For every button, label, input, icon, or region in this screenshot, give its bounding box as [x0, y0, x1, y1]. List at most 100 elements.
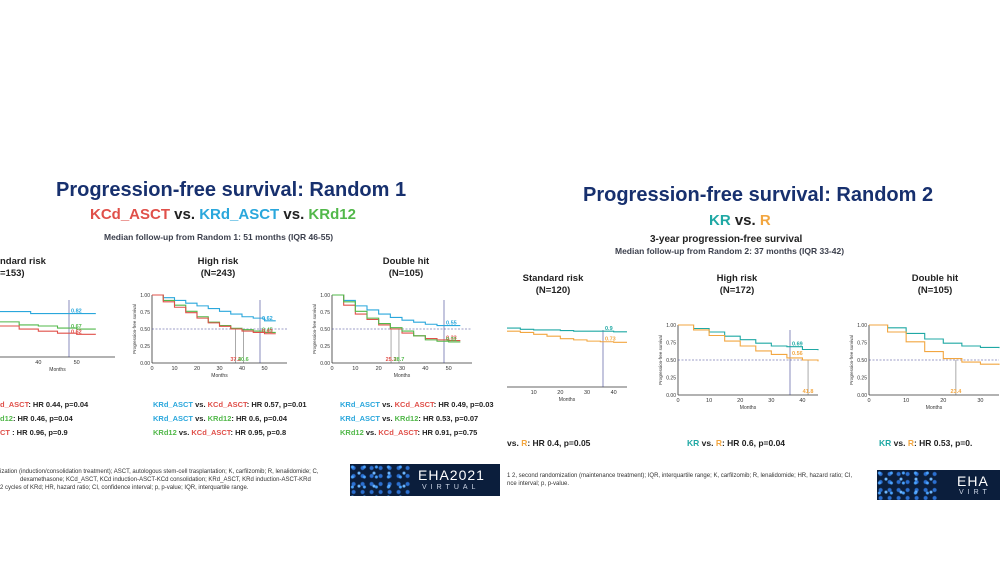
median-label: 37.2: [230, 357, 241, 363]
y-tick-label: 0.00: [140, 361, 150, 367]
hr-arm: KR: [687, 438, 700, 448]
x-axis-label: Months: [926, 405, 943, 411]
pfs-chart-high-risk-r2: 0.00 0.25 0.50 0.75 1.00 0 10 20 30 40 Months Progr…: [658, 323, 819, 411]
hr-line: CT : HR 0.96, p=0.9: [0, 428, 68, 437]
hr-arm: KRd12: [340, 428, 364, 437]
series-line-kr: [869, 324, 1000, 349]
median-label: 41.8: [803, 389, 814, 395]
y-tick-label: 1.00: [857, 323, 867, 329]
series-line-kcd-asct: [0, 325, 96, 335]
hr-arm: KCd_ASCT: [394, 400, 434, 409]
y-tick-label: 0.50: [140, 327, 150, 333]
value-label: 0.82: [71, 309, 82, 315]
y-tick-label: 0.00: [666, 393, 676, 399]
series-line-krd12: [152, 294, 276, 333]
y-axis-label: Progression-free survival: [849, 335, 854, 385]
value-label: 0.62: [262, 316, 273, 322]
series-line-r: [678, 324, 819, 362]
page-title: Progression-free survival: Random 1: [56, 179, 407, 201]
legend-r: R: [759, 212, 771, 229]
value-label: 0.45: [262, 327, 273, 333]
hr-stat: : HR 0.91, p=0.75: [417, 428, 478, 437]
panel-head-line1: Standard risk: [522, 273, 584, 284]
y-tick-label: 0.75: [857, 341, 867, 347]
x-tick-label: 30: [584, 390, 590, 396]
hr-stat: : HR 0.53, p=0.07: [418, 414, 479, 423]
hr-arm: KRd_ASCT: [340, 414, 381, 423]
subtitle-comparison: KCd_ASCT vs. KRd_ASCT vs. KRd12: [90, 206, 356, 223]
hr-line: KR vs. R: HR 0.6, p=0.04: [687, 438, 785, 448]
series-line-r: [869, 324, 1000, 365]
vs-text: vs.: [279, 206, 309, 223]
panel-head-line2: =153): [0, 268, 25, 279]
starfield-graphic: [350, 464, 410, 496]
x-tick-label: 40: [799, 398, 805, 404]
hr-stat: : HR 0.44, p=0.04: [28, 400, 89, 409]
value-label: 0.9: [605, 326, 613, 332]
vs-text: vs.: [176, 428, 192, 437]
x-tick-label: 20: [737, 398, 743, 404]
pfs-chart-standard-risk-r1: 40 50 Months 0.82 0.670.62: [0, 300, 115, 373]
hr-line: vs. R: HR 0.4, p=0.05: [507, 438, 590, 448]
hr-arm: KRd12: [153, 428, 177, 437]
hr-stat: : HR 0.4, p=0.05: [527, 438, 591, 448]
y-tick-label: 0.75: [666, 341, 676, 347]
panel-head-line1: High risk: [716, 273, 758, 284]
vs-text: vs.: [380, 400, 395, 409]
hr-arm: KCd_ASCT: [207, 400, 247, 409]
value-label: 0.43: [262, 329, 273, 335]
series-line-krd-asct: [0, 310, 96, 315]
x-tick-label: 40: [35, 360, 41, 366]
hr-arm: KRd_ASCT: [153, 414, 194, 423]
hr-line: KRd_ASCT vs. KCd_ASCT: HR 0.57, p=0.01: [153, 400, 307, 409]
y-tick-label: 1.00: [320, 293, 330, 299]
panel-head-line2: (N=105): [388, 268, 424, 279]
x-tick-label: 40: [422, 366, 428, 372]
value-label: 0.55: [446, 321, 457, 327]
panel-head-standard: ndard risk =153): [0, 256, 60, 280]
panel-head-line2: (N=105): [917, 285, 953, 296]
footnote: ization (induction/consolidation treatme…: [0, 468, 345, 492]
series-line-kcd-asct: [152, 294, 276, 335]
value-label: 0.62: [71, 329, 82, 335]
x-tick-label: 0: [150, 366, 153, 372]
page-title: Progression-free survival: Random 2: [583, 184, 934, 206]
y-tick-label: 0.25: [320, 344, 330, 350]
y-tick-label: 0.50: [320, 327, 330, 333]
hr-arm: KRd_ASCT: [340, 400, 381, 409]
pfs-chart-high-risk-r1: 0.00 0.25 0.50 0.75 1.00 0 10 20 30 40 50 Months Pro…: [132, 293, 287, 379]
y-axis-label: Progression-free survival: [132, 304, 137, 354]
hr-line: d_ASCT: HR 0.44, p=0.04: [0, 400, 88, 409]
slide-random-1: Progression-free survival: Random 1 KCd_…: [0, 160, 500, 500]
y-tick-label: 0.50: [857, 358, 867, 364]
legend-krd-asct: KRd_ASCT: [199, 206, 280, 223]
y-tick-label: 0.75: [320, 310, 330, 316]
footnote-line: dexamethasone; KCd_ASCT, KCd induction-A…: [20, 477, 311, 483]
hr-line: KR vs. R: HR 0.53, p=0.: [879, 438, 972, 448]
pfs-chart-double-hit-r1: 0.00 0.25 0.50 0.75 1.00 0 10 20 30 40 50 Months Pro…: [312, 293, 472, 379]
eha-logo-text: EHA: [957, 473, 989, 489]
value-label: 0.31: [446, 337, 457, 343]
x-tick-label: 30: [399, 366, 405, 372]
hr-arm: CT: [0, 428, 10, 437]
y-tick-label: 0.25: [140, 344, 150, 350]
y-axis-label: Progression-free survival: [312, 304, 317, 354]
vs-text: vs.: [507, 438, 522, 448]
hr-arm: KRd_ASCT: [153, 400, 194, 409]
hr-stat: : HR 0.96, p=0.9: [10, 428, 68, 437]
y-axis-label: Progression-free survival: [658, 335, 663, 385]
hr-line: KRd12 vs. KCd_ASCT: HR 0.95, p=0.8: [153, 428, 286, 437]
hr-line: KRd_ASCT vs. KCd_ASCT: HR 0.49, p=0.03: [340, 400, 494, 409]
x-tick-label: 0: [867, 398, 870, 404]
y-tick-label: 0.25: [666, 376, 676, 382]
vs-text: vs.: [891, 438, 908, 448]
x-tick-label: 50: [74, 360, 80, 366]
x-tick-label: 30: [768, 398, 774, 404]
x-tick-label: 10: [903, 398, 909, 404]
value-label: 0.33: [446, 336, 457, 342]
y-tick-label: 0.50: [666, 358, 676, 364]
eha-logo-subtext: VIRT: [959, 489, 991, 496]
hr-stat: : HR 0.95, p=0.8: [230, 428, 287, 437]
series-line-kr: [507, 327, 627, 333]
vs-text: vs.: [193, 414, 208, 423]
